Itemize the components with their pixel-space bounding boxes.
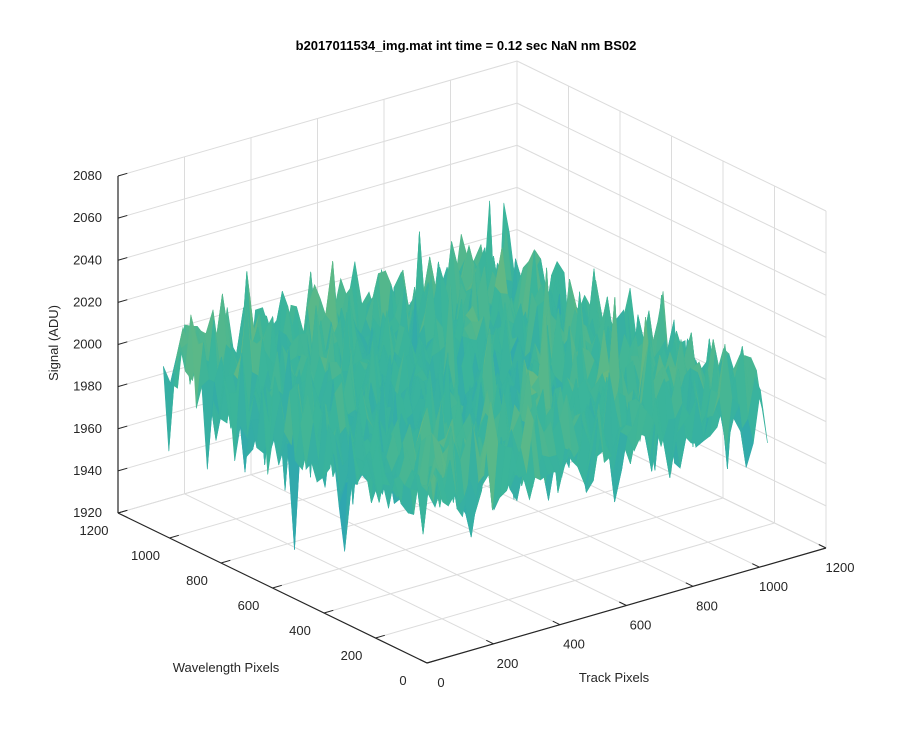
back-wall-grid-line — [117, 186, 518, 303]
z-tick — [117, 509, 128, 514]
z-tick — [117, 467, 128, 472]
z-tick — [117, 341, 128, 345]
x-tick-label: 1200 — [826, 560, 855, 575]
z-tick-label: 1960 — [73, 421, 102, 436]
x-tick-label: 400 — [563, 637, 585, 652]
surface-patch — [420, 457, 435, 493]
y-tick-label: 600 — [238, 598, 260, 613]
floor-grid-line — [375, 522, 775, 639]
z-tick — [117, 214, 128, 219]
axes-labels: 0 200 400 600 800 1000 1200 0 200 400 600 800 1000 12… — [73, 168, 854, 690]
z-tick-label: 2060 — [73, 210, 102, 225]
chart-title: b2017011534_img.mat int time = 0.12 sec … — [296, 38, 637, 53]
z-tick — [117, 425, 128, 430]
z-tick — [117, 383, 128, 388]
y-tick — [220, 559, 231, 564]
x-tick-label: 600 — [630, 618, 652, 633]
y-tick-label: 1000 — [131, 548, 160, 563]
x-tick-label: 800 — [696, 598, 718, 613]
y-tick — [323, 609, 334, 614]
z-tick — [117, 172, 128, 177]
y-tick-label: 400 — [289, 623, 311, 638]
surface-plot — [163, 200, 768, 552]
y-tick — [426, 659, 437, 664]
z-tick-label: 2080 — [73, 168, 102, 183]
x-tick — [486, 639, 494, 645]
y-axis-label: Wavelength Pixels — [173, 660, 280, 675]
z-tick-label: 2020 — [73, 294, 102, 309]
z-tick-label: 1980 — [73, 379, 102, 394]
z-tick-label: 2040 — [73, 252, 102, 267]
z-tick-label: 1920 — [73, 505, 102, 520]
side-wall-grid-line — [516, 186, 827, 338]
x-tick-label: 0 — [437, 675, 444, 690]
side-wall-grid-line — [516, 60, 827, 212]
x-tick-label: 200 — [497, 656, 519, 671]
x-tick — [752, 563, 760, 568]
z-tick-label: 2000 — [73, 337, 102, 352]
x-tick — [619, 601, 627, 606]
y-tick-label: 1200 — [80, 523, 109, 538]
y-tick — [272, 584, 282, 589]
back-wall-grid-line — [117, 144, 518, 261]
x-tick — [685, 582, 694, 587]
side-wall-grid-line — [516, 144, 827, 296]
back-wall-grid-line — [117, 60, 518, 177]
z-tick-label: 1940 — [73, 463, 102, 478]
axes-lines — [117, 172, 827, 664]
y-tick-label: 0 — [399, 673, 406, 688]
x-axis-label: Track Pixels — [579, 670, 650, 685]
z-tick — [117, 299, 128, 303]
z-axis-label: Signal (ADU) — [46, 305, 61, 381]
y-tick-label: 200 — [341, 648, 363, 663]
y-tick — [375, 634, 385, 639]
z-tick — [117, 257, 128, 261]
y-tick-label: 800 — [186, 573, 208, 588]
x-tick — [818, 544, 827, 549]
x-tick — [552, 620, 561, 626]
y-tick — [169, 534, 179, 539]
side-wall-grid-line — [516, 229, 827, 380]
floor-grid-line — [323, 497, 724, 614]
side-wall-grid-line — [516, 102, 827, 254]
x-tick-label: 1000 — [759, 579, 788, 594]
x-tick — [419, 659, 428, 664]
back-wall-grid-line — [117, 102, 518, 219]
